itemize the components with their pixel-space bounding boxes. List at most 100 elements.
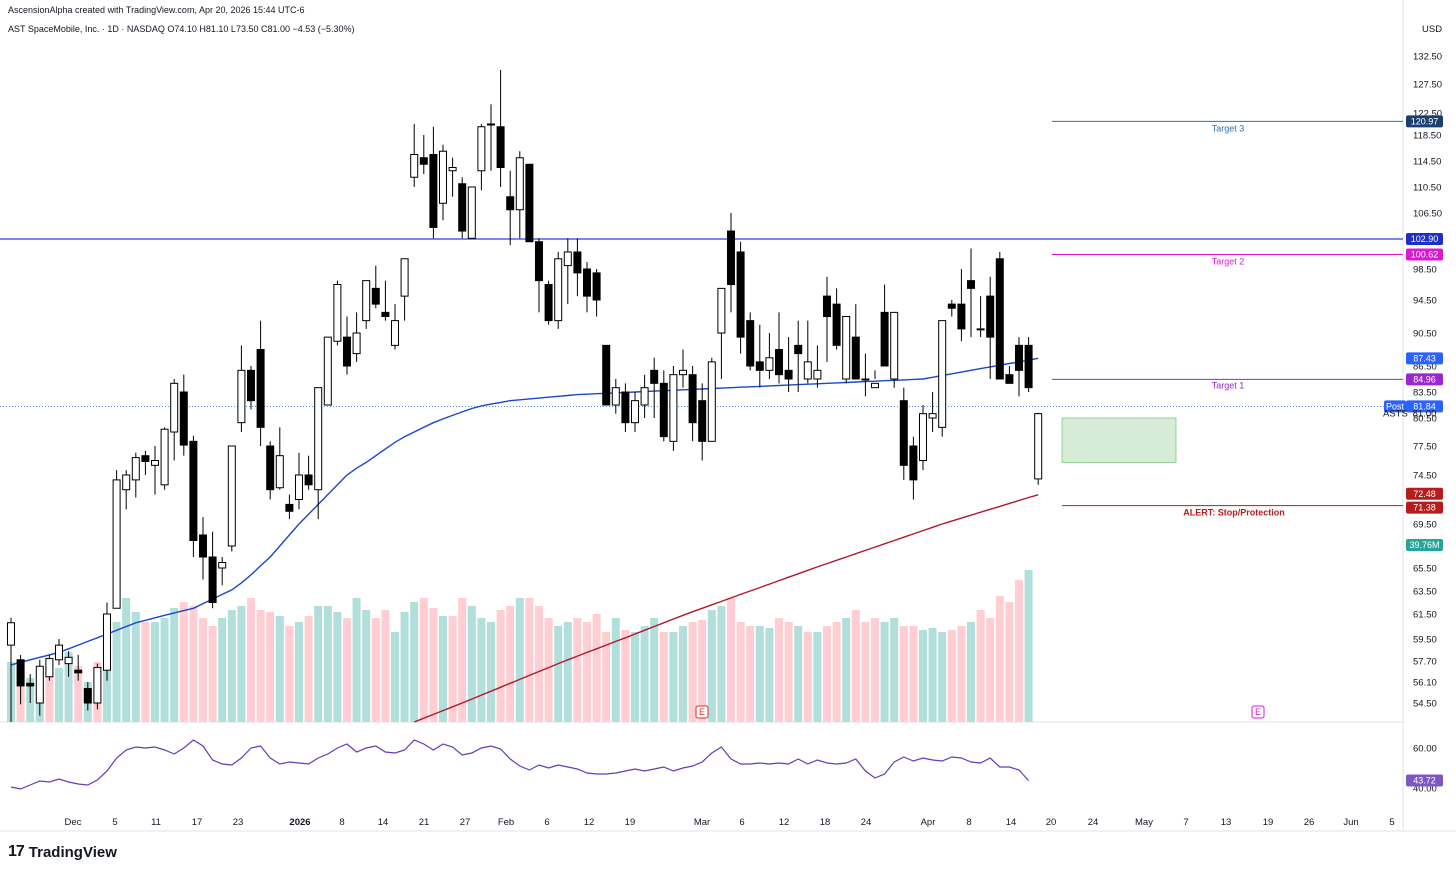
candle[interactable] xyxy=(112,470,121,609)
candle[interactable] xyxy=(871,370,879,389)
candle[interactable] xyxy=(890,311,899,388)
candle[interactable] xyxy=(160,427,169,490)
earnings-marker[interactable] xyxy=(695,705,709,719)
candle[interactable] xyxy=(679,349,687,388)
candle[interactable] xyxy=(919,405,927,471)
candle[interactable] xyxy=(602,344,611,406)
target-zone-box[interactable] xyxy=(1061,417,1177,463)
candle[interactable] xyxy=(7,617,15,722)
candle[interactable] xyxy=(1024,337,1033,392)
candle[interactable] xyxy=(899,387,908,480)
candle[interactable] xyxy=(256,320,265,446)
candle[interactable] xyxy=(131,452,140,498)
candle[interactable] xyxy=(535,238,543,313)
candle[interactable] xyxy=(1034,412,1043,485)
candle[interactable] xyxy=(698,383,707,461)
candle[interactable] xyxy=(323,336,332,406)
candle[interactable] xyxy=(842,316,851,384)
candle[interactable] xyxy=(736,241,745,354)
candle[interactable] xyxy=(189,435,198,557)
candle[interactable] xyxy=(400,258,409,321)
candle[interactable] xyxy=(391,304,399,350)
candle[interactable] xyxy=(909,436,918,500)
candle[interactable] xyxy=(803,320,812,384)
candle[interactable] xyxy=(583,262,591,313)
candle[interactable] xyxy=(122,470,131,510)
candle[interactable] xyxy=(83,682,92,711)
candle[interactable] xyxy=(74,654,83,681)
candle[interactable] xyxy=(419,135,428,174)
candle[interactable] xyxy=(506,170,515,246)
candle[interactable] xyxy=(333,280,342,346)
candle[interactable] xyxy=(343,316,351,375)
candle[interactable] xyxy=(208,531,217,609)
candle[interactable] xyxy=(544,280,553,325)
candle[interactable] xyxy=(554,251,563,329)
candle[interactable] xyxy=(823,276,831,362)
candle[interactable] xyxy=(237,345,246,432)
candle[interactable] xyxy=(170,379,179,461)
candle[interactable] xyxy=(861,353,870,397)
candle[interactable] xyxy=(151,446,159,495)
candle[interactable] xyxy=(928,392,937,432)
candle[interactable] xyxy=(26,674,35,703)
candle[interactable] xyxy=(573,238,582,297)
candle[interactable] xyxy=(976,296,985,338)
candle[interactable] xyxy=(967,248,975,338)
candle[interactable] xyxy=(371,265,380,309)
candle[interactable] xyxy=(669,366,678,451)
candle[interactable] xyxy=(448,157,457,197)
candle[interactable] xyxy=(688,366,697,442)
candle[interactable] xyxy=(592,269,601,317)
candle[interactable] xyxy=(429,126,438,239)
candle[interactable] xyxy=(1015,337,1023,397)
candle[interactable] xyxy=(1005,366,1014,384)
candle[interactable] xyxy=(55,639,63,665)
candle[interactable] xyxy=(496,70,505,187)
candle[interactable] xyxy=(784,337,793,392)
candle[interactable] xyxy=(227,445,236,552)
candle[interactable] xyxy=(525,163,534,243)
candle[interactable] xyxy=(995,251,1004,380)
candle[interactable] xyxy=(621,383,630,432)
candle[interactable] xyxy=(631,392,639,432)
candle[interactable] xyxy=(439,144,447,221)
candle[interactable] xyxy=(813,345,822,388)
candle[interactable] xyxy=(986,276,995,379)
candle[interactable] xyxy=(746,312,755,371)
candle[interactable] xyxy=(707,357,716,442)
candle[interactable] xyxy=(717,287,726,379)
candle[interactable] xyxy=(275,427,284,490)
candle[interactable] xyxy=(410,124,419,187)
candle[interactable] xyxy=(611,379,620,414)
candle[interactable] xyxy=(362,280,371,329)
candle[interactable] xyxy=(218,557,227,586)
candle[interactable] xyxy=(314,387,323,520)
candle[interactable] xyxy=(640,374,649,418)
candle[interactable] xyxy=(16,654,25,705)
candle[interactable] xyxy=(35,659,44,716)
candle[interactable] xyxy=(515,151,524,239)
candle[interactable] xyxy=(957,269,966,342)
candle[interactable] xyxy=(947,300,956,317)
candle[interactable] xyxy=(93,663,102,710)
candle[interactable] xyxy=(832,288,841,350)
candle[interactable] xyxy=(727,213,735,313)
candle[interactable] xyxy=(304,455,313,490)
candle[interactable] xyxy=(199,517,207,580)
earnings-marker[interactable] xyxy=(1251,705,1265,719)
candle[interactable] xyxy=(103,602,111,681)
candle[interactable] xyxy=(477,124,486,191)
candle[interactable] xyxy=(563,238,572,305)
candle[interactable] xyxy=(141,450,150,475)
candle[interactable] xyxy=(794,320,803,392)
candle[interactable] xyxy=(851,304,860,380)
candle[interactable] xyxy=(650,357,659,418)
candle[interactable] xyxy=(467,186,476,239)
candle[interactable] xyxy=(775,312,783,384)
candle[interactable] xyxy=(458,177,467,239)
candle[interactable] xyxy=(755,324,764,388)
candle[interactable] xyxy=(487,104,495,171)
candle[interactable] xyxy=(64,651,73,677)
candle[interactable] xyxy=(659,370,668,442)
